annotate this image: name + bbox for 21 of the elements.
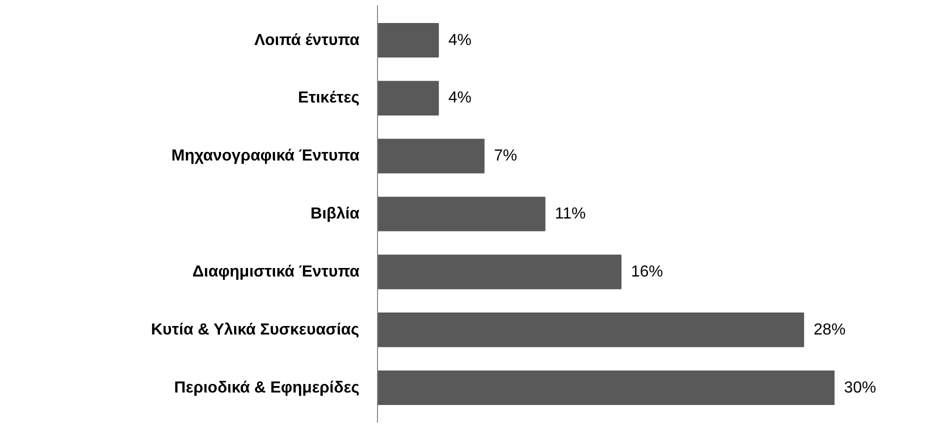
bar — [378, 22, 439, 58]
data-label: 28% — [814, 321, 846, 338]
data-label: 11% — [554, 206, 586, 222]
bar — [378, 196, 546, 232]
data-label: 7% — [494, 148, 518, 165]
y-tick-label: Κυτία & Υλικά Συσκευασίας — [151, 321, 360, 338]
data-label: 4% — [448, 90, 472, 107]
bar — [378, 370, 835, 406]
bar — [378, 312, 804, 348]
bar — [378, 138, 485, 174]
bar — [378, 254, 622, 290]
y-tick-label: Ετικέτες — [298, 90, 360, 107]
data-label: 16% — [630, 263, 664, 280]
y-tick-label: Διαφημιστικά Έντυπα — [192, 263, 360, 280]
data-label: 30% — [844, 379, 876, 396]
y-tick-label: Μηχανογραφικά Έντυπα — [171, 148, 360, 165]
data-label: 4% — [448, 32, 472, 49]
y-tick-label: Λοιπά έντυπα — [254, 32, 360, 49]
bar — [378, 80, 439, 116]
y-tick-label: Βιβλία — [310, 206, 360, 222]
y-tick-label: Περιοδικά & Εφημερίδες — [174, 379, 360, 396]
